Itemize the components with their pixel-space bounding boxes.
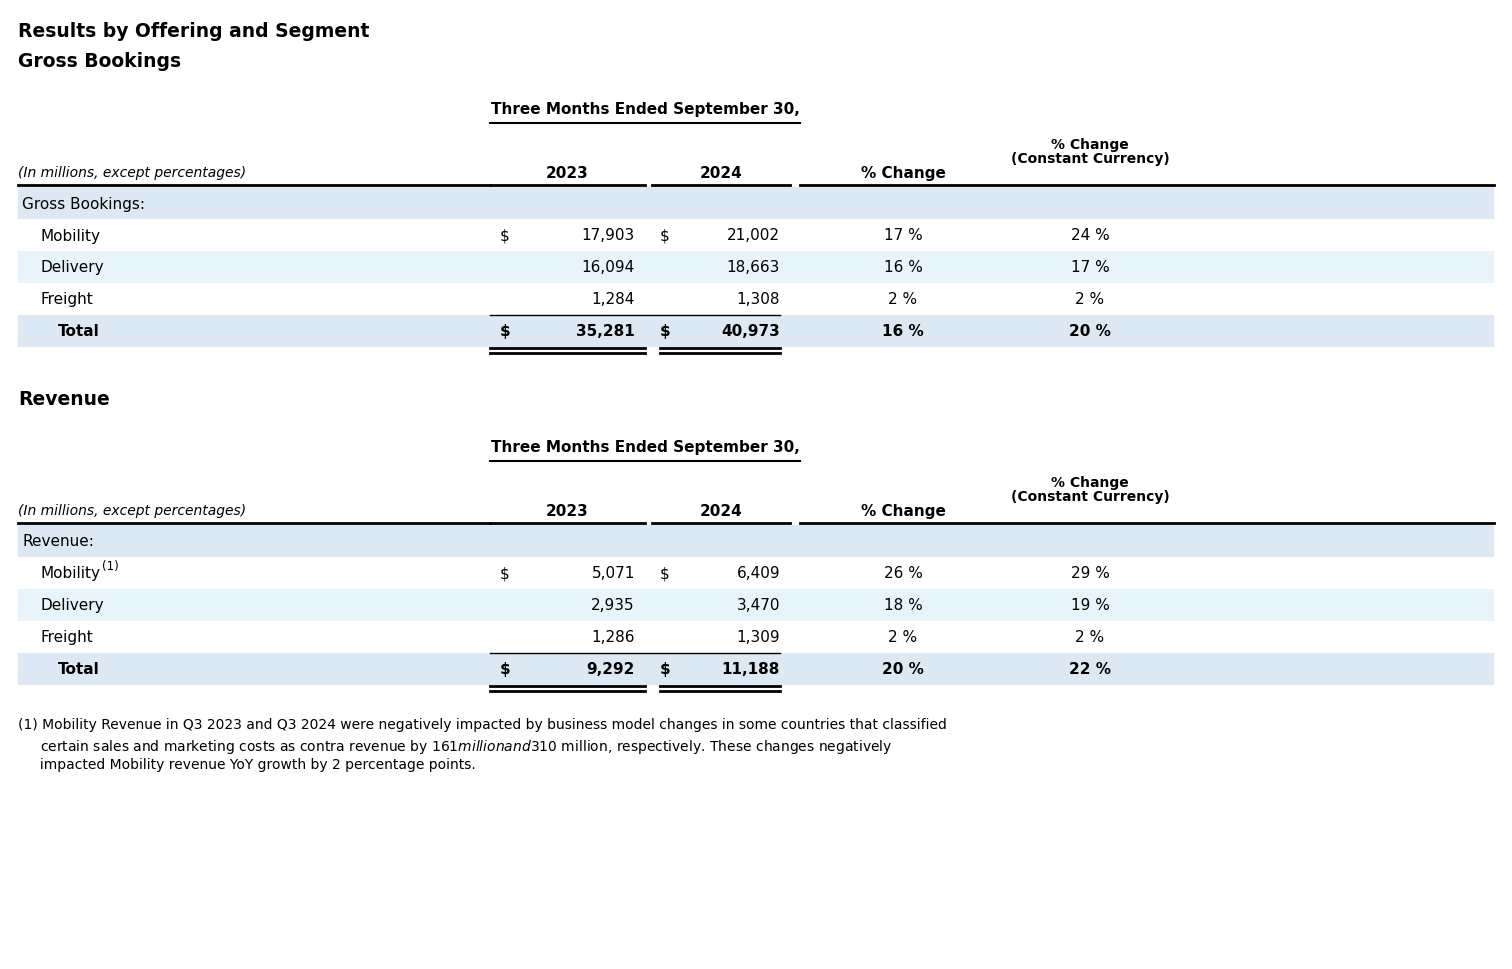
Text: (1): (1)	[101, 560, 119, 573]
Text: 18,663: 18,663	[727, 261, 780, 275]
Text: 3,470: 3,470	[736, 598, 780, 612]
Text: 18 %: 18 %	[883, 598, 922, 612]
Text: 2 %: 2 %	[889, 293, 918, 307]
Text: $: $	[500, 566, 510, 580]
Bar	[18, 653, 1494, 685]
Text: 29 %: 29 %	[1070, 566, 1110, 580]
Text: 2024: 2024	[700, 166, 742, 181]
Text: Mobility: Mobility	[39, 566, 100, 580]
Text: Mobility: Mobility	[39, 229, 100, 243]
Text: 21,002: 21,002	[727, 229, 780, 243]
Text: 16,094: 16,094	[582, 261, 635, 275]
Text: 2 %: 2 %	[1075, 293, 1105, 307]
Text: 1,309: 1,309	[736, 630, 780, 644]
Text: $: $	[661, 325, 671, 339]
Text: $: $	[500, 662, 511, 676]
Text: 26 %: 26 %	[883, 566, 922, 580]
Text: Gross Bookings:: Gross Bookings:	[23, 197, 145, 211]
Bar	[18, 589, 1494, 621]
Text: $: $	[500, 229, 510, 243]
Text: 17 %: 17 %	[1070, 261, 1110, 275]
Text: $: $	[500, 325, 511, 339]
Text: 1,284: 1,284	[591, 293, 635, 307]
Text: 35,281: 35,281	[576, 325, 635, 339]
Text: (Constant Currency): (Constant Currency)	[1010, 489, 1169, 504]
Text: Delivery: Delivery	[39, 261, 104, 275]
Text: % Change: % Change	[1051, 138, 1129, 152]
Text: 16 %: 16 %	[881, 325, 924, 339]
Text: 20 %: 20 %	[1069, 325, 1111, 339]
Text: 11,188: 11,188	[721, 662, 780, 676]
Text: Delivery: Delivery	[39, 598, 104, 612]
Text: % Change: % Change	[1051, 476, 1129, 489]
Bar	[18, 621, 1494, 653]
Text: $: $	[661, 229, 670, 243]
Text: Total: Total	[57, 662, 100, 676]
Bar	[18, 252, 1494, 284]
Text: (1) Mobility Revenue in Q3 2023 and Q3 2024 were negatively impacted by business: (1) Mobility Revenue in Q3 2023 and Q3 2…	[18, 717, 947, 732]
Text: Revenue: Revenue	[18, 390, 110, 409]
Text: Total: Total	[57, 325, 100, 339]
Text: 6,409: 6,409	[736, 566, 780, 580]
Text: 20 %: 20 %	[881, 662, 924, 676]
Text: 16 %: 16 %	[883, 261, 922, 275]
Bar	[18, 525, 1494, 557]
Text: 40,973: 40,973	[721, 325, 780, 339]
Text: Three Months Ended September 30,: Three Months Ended September 30,	[490, 440, 800, 454]
Text: 24 %: 24 %	[1070, 229, 1110, 243]
Text: $: $	[661, 662, 671, 676]
Text: 2 %: 2 %	[1075, 630, 1105, 644]
Text: % Change: % Change	[860, 166, 945, 181]
Text: 9,292: 9,292	[587, 662, 635, 676]
Text: 2023: 2023	[546, 166, 588, 181]
Bar	[18, 220, 1494, 252]
Text: Revenue:: Revenue:	[23, 534, 94, 548]
Text: 2024: 2024	[700, 504, 742, 518]
Text: % Change: % Change	[860, 504, 945, 518]
Text: 2,935: 2,935	[591, 598, 635, 612]
Text: (In millions, except percentages): (In millions, except percentages)	[18, 166, 246, 180]
Bar	[18, 316, 1494, 348]
Text: $: $	[661, 566, 670, 580]
Text: Results by Offering and Segment: Results by Offering and Segment	[18, 22, 369, 41]
Text: Three Months Ended September 30,: Three Months Ended September 30,	[490, 102, 800, 117]
Bar	[18, 188, 1494, 220]
Text: 19 %: 19 %	[1070, 598, 1110, 612]
Bar	[18, 557, 1494, 589]
Bar	[18, 284, 1494, 316]
Text: Gross Bookings: Gross Bookings	[18, 52, 181, 71]
Text: 17 %: 17 %	[883, 229, 922, 243]
Text: 5,071: 5,071	[591, 566, 635, 580]
Text: 1,308: 1,308	[736, 293, 780, 307]
Text: (Constant Currency): (Constant Currency)	[1010, 152, 1169, 166]
Text: 22 %: 22 %	[1069, 662, 1111, 676]
Text: Freight: Freight	[39, 293, 92, 307]
Text: certain sales and marketing costs as contra revenue by $161 million and $310 mil: certain sales and marketing costs as con…	[18, 737, 892, 755]
Text: 2023: 2023	[546, 504, 588, 518]
Text: 2 %: 2 %	[889, 630, 918, 644]
Text: impacted Mobility revenue YoY growth by 2 percentage points.: impacted Mobility revenue YoY growth by …	[18, 757, 476, 771]
Text: 17,903: 17,903	[582, 229, 635, 243]
Text: (In millions, except percentages): (In millions, except percentages)	[18, 504, 246, 517]
Text: 1,286: 1,286	[591, 630, 635, 644]
Text: Freight: Freight	[39, 630, 92, 644]
